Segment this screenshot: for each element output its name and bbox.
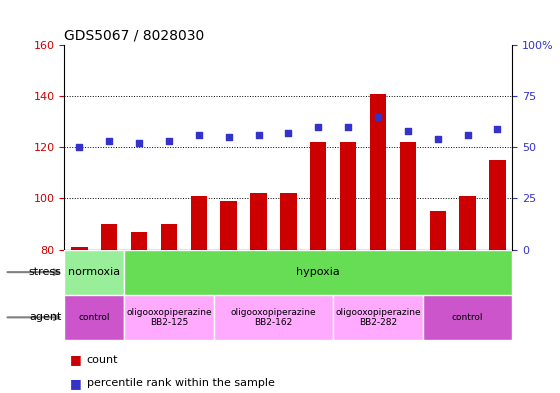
- Point: [374, 114, 382, 120]
- Bar: [64, 250, 124, 295]
- Text: ■: ■: [70, 376, 82, 390]
- Bar: [131, 231, 147, 250]
- Point: [493, 126, 502, 132]
- Point: [134, 140, 143, 147]
- Point: [463, 132, 472, 138]
- Bar: [489, 160, 506, 250]
- Bar: [64, 295, 124, 340]
- Bar: [400, 142, 416, 250]
- Text: percentile rank within the sample: percentile rank within the sample: [87, 378, 274, 388]
- Text: GSM1169208: GSM1169208: [105, 253, 114, 303]
- Bar: [101, 224, 118, 250]
- Point: [75, 144, 84, 151]
- Bar: [221, 201, 237, 250]
- Text: hypoxia: hypoxia: [296, 267, 340, 277]
- Text: normoxia: normoxia: [68, 267, 120, 277]
- Text: GSM1169213: GSM1169213: [165, 253, 174, 303]
- Bar: [340, 142, 356, 250]
- Point: [254, 132, 263, 138]
- Point: [403, 128, 412, 134]
- Text: control: control: [78, 313, 110, 322]
- Point: [165, 138, 174, 144]
- Point: [433, 136, 442, 142]
- Bar: [161, 224, 177, 250]
- Bar: [190, 196, 207, 250]
- Text: count: count: [87, 354, 118, 365]
- Point: [194, 132, 203, 138]
- Point: [224, 134, 233, 140]
- Point: [344, 124, 353, 130]
- Text: agent: agent: [29, 312, 62, 322]
- Text: GSM1169219: GSM1169219: [344, 253, 353, 303]
- Text: GSM1169207: GSM1169207: [75, 253, 84, 304]
- Text: GSM1169214: GSM1169214: [194, 253, 203, 303]
- Bar: [333, 295, 423, 340]
- Text: GSM1169217: GSM1169217: [284, 253, 293, 303]
- Text: oligooxopiperazine
BB2-125: oligooxopiperazine BB2-125: [126, 308, 212, 327]
- Text: GSM1169220: GSM1169220: [374, 253, 382, 303]
- Bar: [280, 193, 297, 250]
- Text: GSM1169210: GSM1169210: [433, 253, 442, 303]
- Point: [105, 138, 114, 144]
- Text: ■: ■: [70, 353, 82, 366]
- Bar: [124, 250, 512, 295]
- Text: GSM1169211: GSM1169211: [463, 253, 472, 303]
- Text: oligooxopiperazine
BB2-282: oligooxopiperazine BB2-282: [335, 308, 421, 327]
- Bar: [430, 211, 446, 250]
- Text: GSM1169209: GSM1169209: [134, 253, 143, 304]
- Text: GSM1169218: GSM1169218: [314, 253, 323, 303]
- Text: GSM1169212: GSM1169212: [493, 253, 502, 303]
- Bar: [124, 295, 214, 340]
- Bar: [310, 142, 326, 250]
- Text: GSM1169215: GSM1169215: [224, 253, 233, 303]
- Point: [314, 124, 323, 130]
- Text: oligooxopiperazine
BB2-162: oligooxopiperazine BB2-162: [231, 308, 316, 327]
- Bar: [459, 196, 476, 250]
- Bar: [250, 193, 267, 250]
- Bar: [370, 94, 386, 250]
- Bar: [71, 247, 87, 250]
- Point: [284, 130, 293, 136]
- Text: control: control: [452, 313, 483, 322]
- Text: GDS5067 / 8028030: GDS5067 / 8028030: [64, 29, 204, 42]
- Bar: [214, 295, 333, 340]
- Bar: [423, 295, 512, 340]
- Text: GSM1169216: GSM1169216: [254, 253, 263, 303]
- Text: stress: stress: [29, 267, 62, 277]
- Text: GSM1169221: GSM1169221: [403, 253, 412, 303]
